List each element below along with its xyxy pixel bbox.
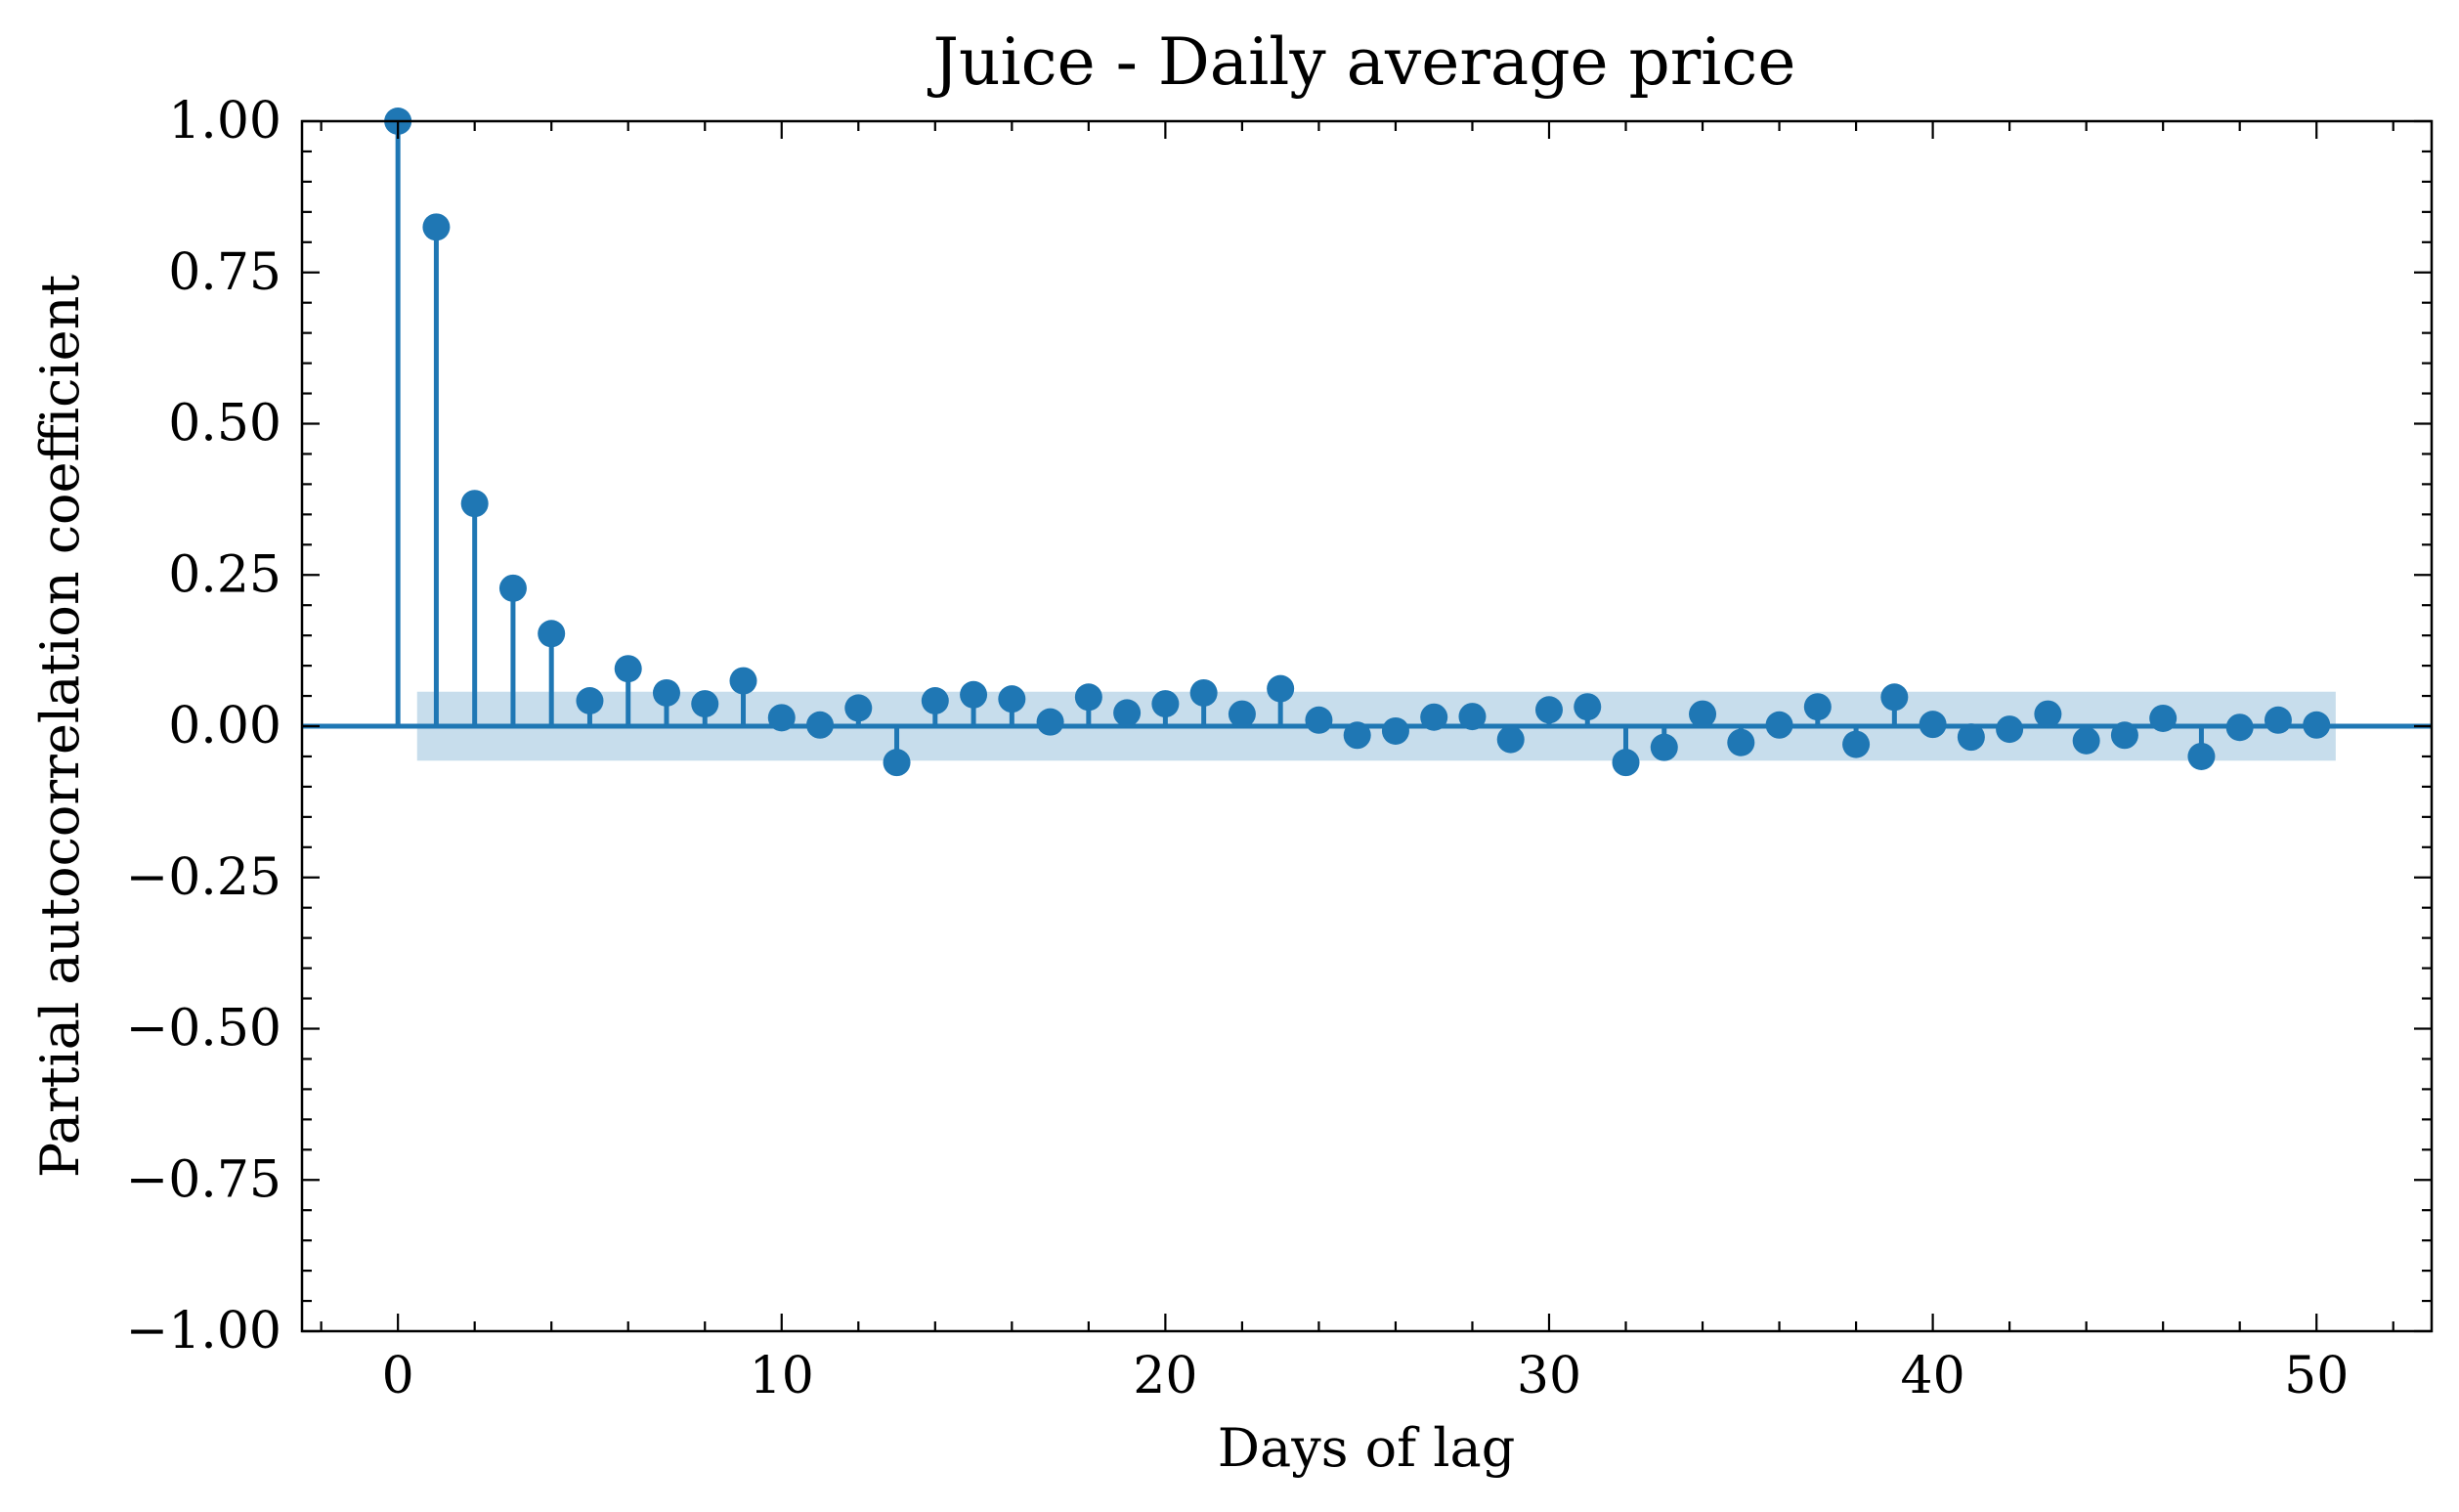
point-43 <box>2034 700 2062 728</box>
ticks-layer <box>302 119 2432 1333</box>
y-tick-label: −0.75 <box>126 1150 281 1209</box>
point-37 <box>1803 693 1832 721</box>
point-3 <box>498 574 527 602</box>
point-34 <box>1689 700 1717 728</box>
point-33 <box>1650 733 1678 761</box>
point-20 <box>1151 690 1180 718</box>
point-42 <box>1996 715 2024 744</box>
x-axis-label: Days of lag <box>1218 1417 1516 1479</box>
y-tick-label: −0.25 <box>126 848 281 907</box>
point-36 <box>1765 711 1793 739</box>
point-31 <box>1574 693 1602 721</box>
point-15 <box>960 680 988 709</box>
point-44 <box>2072 726 2100 755</box>
point-35 <box>1727 728 1755 756</box>
point-10 <box>767 704 796 732</box>
point-24 <box>1305 706 1333 734</box>
point-50 <box>2303 711 2331 739</box>
point-40 <box>1919 711 1947 739</box>
point-29 <box>1496 725 1525 754</box>
point-7 <box>652 678 680 707</box>
point-48 <box>2225 713 2254 742</box>
y-tick-label: 0.50 <box>168 395 281 454</box>
point-6 <box>614 655 642 683</box>
point-26 <box>1381 716 1409 745</box>
point-45 <box>2110 721 2138 750</box>
point-22 <box>1228 700 1256 728</box>
point-11 <box>806 711 835 739</box>
point-4 <box>538 620 566 648</box>
y-tick-label: −1.00 <box>126 1302 281 1361</box>
point-27 <box>1420 703 1448 731</box>
point-12 <box>844 694 873 722</box>
point-38 <box>1842 730 1871 758</box>
point-41 <box>1957 723 1985 752</box>
point-14 <box>921 687 949 715</box>
x-tick-label: 10 <box>750 1347 814 1405</box>
point-8 <box>691 690 719 718</box>
y-tick-labels: 1.00 0.75 0.50 0.25 0.00 −0.25 −0.50 −0.75 −1.00 <box>126 92 281 1361</box>
y-tick-label: 0.00 <box>168 697 281 756</box>
point-18 <box>1074 683 1102 712</box>
point-23 <box>1267 674 1295 703</box>
y-tick-label: −0.50 <box>126 1000 281 1058</box>
point-5 <box>576 687 604 715</box>
point-1 <box>422 213 451 241</box>
x-tick-label: 30 <box>1517 1347 1581 1405</box>
x-tick-label: 0 <box>382 1347 414 1405</box>
point-30 <box>1534 696 1563 724</box>
points-layer <box>384 108 2331 777</box>
point-19 <box>1113 699 1142 727</box>
point-13 <box>883 749 911 777</box>
stems-layer <box>395 121 2319 763</box>
x-tick-label: 40 <box>1901 1347 1965 1405</box>
x-tick-label: 50 <box>2284 1347 2349 1405</box>
point-46 <box>2149 704 2178 732</box>
point-17 <box>1036 708 1064 736</box>
y-tick-label: 0.25 <box>168 545 281 604</box>
point-25 <box>1343 721 1371 750</box>
x-tick-labels: 0 10 20 30 40 50 <box>382 1347 2350 1405</box>
y-tick-label: 1.00 <box>168 92 281 151</box>
point-16 <box>998 685 1026 713</box>
x-tick-label: 20 <box>1133 1347 1197 1405</box>
chart-title: Juice - Daily average price <box>928 24 1796 100</box>
point-39 <box>1880 683 1909 712</box>
point-21 <box>1189 678 1218 707</box>
y-tick-label: 0.75 <box>168 243 281 302</box>
y-axis-label: Partial autocorrelation coefficient <box>29 275 91 1179</box>
point-9 <box>729 667 757 695</box>
point-49 <box>2264 706 2292 734</box>
point-47 <box>2187 742 2216 770</box>
point-28 <box>1458 703 1487 731</box>
point-2 <box>460 490 489 518</box>
point-32 <box>1612 749 1640 777</box>
